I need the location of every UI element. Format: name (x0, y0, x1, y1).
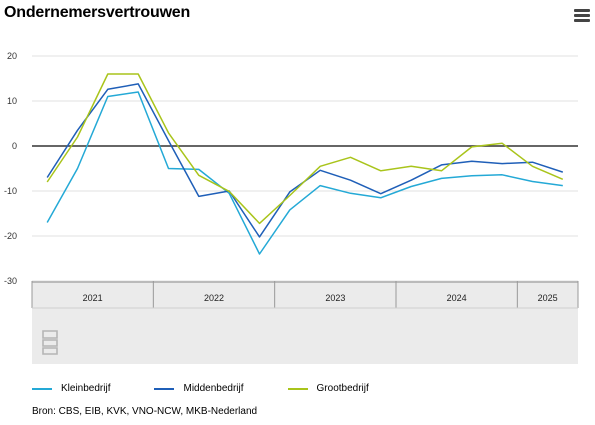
legend-swatch (32, 387, 52, 390)
y-tick-label: -20 (4, 231, 17, 241)
x-tick-label: 2022 (204, 293, 224, 303)
x-axis-band (32, 281, 578, 364)
legend-swatch (154, 387, 175, 390)
hamburger-icon[interactable] (574, 9, 590, 23)
legend-label: Middenbedrijf (183, 383, 244, 394)
x-tick-label: 2025 (538, 293, 558, 303)
legend-label: Grootbedrijf (316, 383, 369, 394)
legend-label: Kleinbedrijf (61, 383, 111, 394)
series-line-grootbedrijf (46, 73, 564, 225)
series-line-middenbedrijf (46, 83, 564, 238)
cbs-logo-icon (42, 330, 58, 355)
page-title: Ondernemersvertrouwen (4, 4, 191, 21)
cbs-logo-block (42, 339, 58, 347)
legend-item-middenbedrijf[interactable]: Middenbedrijf (154, 383, 244, 394)
legend-item-kleinbedrijf[interactable]: Kleinbedrijf (32, 383, 110, 394)
source-note: Bron: CBS, EIB, KVK, VNO-NCW, MKB-Nederl… (32, 406, 258, 417)
series-line-kleinbedrijf (46, 91, 563, 255)
cbs-logo-block (42, 330, 58, 339)
y-tick-label: -10 (4, 186, 17, 196)
x-tick-label: 2023 (325, 293, 345, 303)
y-tick-label: 20 (7, 51, 17, 61)
legend: Kleinbedrijf Middenbedrijf Grootbedrijf (32, 383, 413, 394)
line-chart: 20 10 0 -10 -20 -30 2021 2022 2023 2024 2025 (4, 51, 579, 364)
cbs-logo-block (42, 347, 58, 355)
legend-swatch (287, 387, 308, 390)
legend-item-grootbedrijf[interactable]: Grootbedrijf (287, 383, 369, 394)
y-tick-label: -30 (4, 276, 17, 286)
y-tick-label: 0 (12, 141, 17, 151)
x-tick-label: 2024 (447, 293, 467, 303)
y-tick-label: 10 (7, 96, 17, 106)
x-tick-label: 2021 (83, 293, 103, 303)
